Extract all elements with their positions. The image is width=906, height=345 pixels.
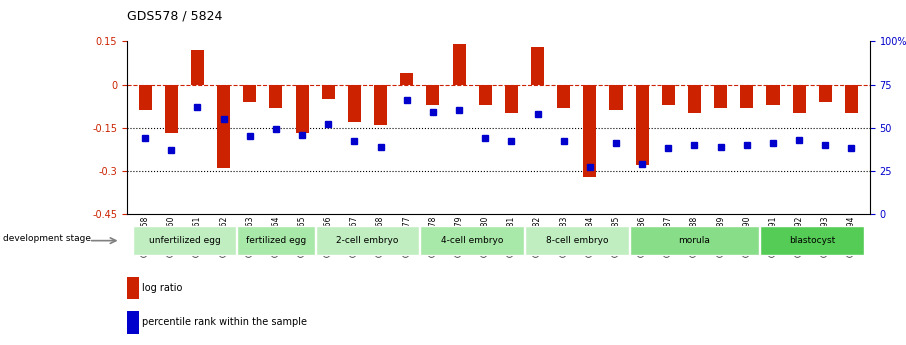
Bar — [295, 85, 309, 134]
Text: blastocyst: blastocyst — [789, 236, 835, 245]
Bar — [322, 85, 335, 99]
Bar — [127, 277, 139, 299]
Bar — [636, 85, 649, 165]
Bar — [760, 226, 864, 255]
Bar — [505, 85, 518, 113]
Bar — [400, 73, 413, 85]
Bar — [793, 85, 805, 113]
Text: 2-cell embryo: 2-cell embryo — [336, 236, 399, 245]
Bar — [583, 85, 596, 177]
Text: log ratio: log ratio — [142, 283, 183, 293]
Text: unfertilized egg: unfertilized egg — [149, 236, 220, 245]
Bar — [531, 47, 545, 85]
Bar — [237, 226, 314, 255]
Bar — [819, 85, 832, 102]
Text: 8-cell embryo: 8-cell embryo — [545, 236, 608, 245]
Bar — [845, 85, 858, 113]
Bar — [127, 311, 139, 334]
Text: percentile rank within the sample: percentile rank within the sample — [142, 317, 307, 327]
Bar — [525, 226, 629, 255]
Bar — [243, 85, 256, 102]
Bar — [217, 85, 230, 168]
Text: fertilized egg: fertilized egg — [246, 236, 306, 245]
Bar — [630, 226, 759, 255]
Bar — [714, 85, 728, 108]
Bar — [139, 85, 151, 110]
Bar — [661, 85, 675, 105]
Bar — [269, 85, 283, 108]
Bar — [427, 85, 439, 105]
Bar — [191, 50, 204, 85]
Text: morula: morula — [679, 236, 710, 245]
Text: 4-cell embryo: 4-cell embryo — [441, 236, 504, 245]
Bar — [478, 85, 492, 105]
Bar — [374, 85, 387, 125]
Bar — [132, 226, 236, 255]
Bar — [740, 85, 754, 108]
Bar — [315, 226, 419, 255]
Bar — [688, 85, 701, 113]
Text: GDS578 / 5824: GDS578 / 5824 — [127, 9, 222, 22]
Bar — [610, 85, 622, 110]
Bar — [420, 226, 524, 255]
Bar — [452, 44, 466, 85]
Text: development stage: development stage — [3, 235, 91, 244]
Bar — [348, 85, 361, 122]
Bar — [557, 85, 570, 108]
Bar — [766, 85, 779, 105]
Bar — [165, 85, 178, 134]
